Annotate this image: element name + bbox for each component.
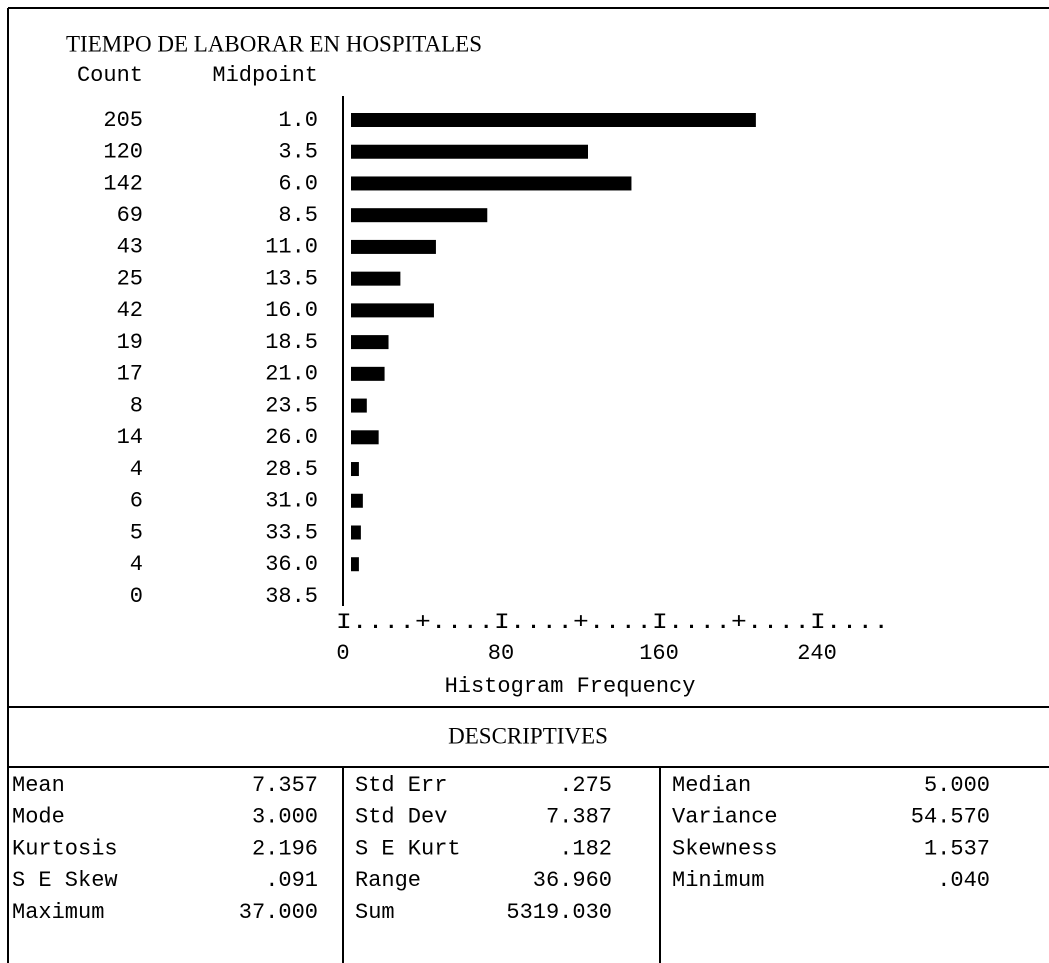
stat-name: S E Kurt xyxy=(355,836,461,861)
stat-name: Minimum xyxy=(672,868,764,893)
column-header: Midpoint xyxy=(212,63,318,88)
count-label: 120 xyxy=(103,140,143,165)
x-axis-label: Histogram Frequency xyxy=(445,674,696,699)
chart-title: TIEMPO DE LABORAR EN HOSPITALES xyxy=(66,31,482,56)
midpoint-label: 28.5 xyxy=(265,457,318,482)
bar xyxy=(351,557,359,572)
stat-value: 37.000 xyxy=(239,900,318,925)
midpoint-label: 13.5 xyxy=(265,266,318,291)
midpoint-label: 26.0 xyxy=(265,425,318,450)
stat-name: Std Dev xyxy=(355,805,447,830)
midpoint-label: 21.0 xyxy=(265,362,318,387)
stat-name: Range xyxy=(355,868,421,893)
bar xyxy=(351,525,361,540)
stat-value: .040 xyxy=(937,868,990,893)
bar xyxy=(351,208,488,223)
midpoint-label: 36.0 xyxy=(265,552,318,577)
stat-value: 54.570 xyxy=(911,805,990,830)
bar xyxy=(351,113,756,127)
stat-name: Variance xyxy=(672,805,778,830)
count-label: 19 xyxy=(117,330,143,355)
midpoint-label: 33.5 xyxy=(265,520,318,545)
midpoint-label: 6.0 xyxy=(278,171,318,196)
stat-value: 36.960 xyxy=(533,868,612,893)
stat-name: Maximum xyxy=(12,900,104,925)
count-label: 142 xyxy=(103,171,143,196)
bar xyxy=(351,398,367,413)
stat-value: 5319.030 xyxy=(506,900,612,925)
stat-name: Std Err xyxy=(355,773,447,798)
count-label: 43 xyxy=(117,235,143,260)
bar xyxy=(351,335,389,350)
stat-value: .091 xyxy=(265,868,318,893)
stat-value: 1.537 xyxy=(924,836,990,861)
bar xyxy=(351,430,379,445)
bar xyxy=(351,366,385,381)
bar xyxy=(351,493,363,508)
midpoint-label: 38.5 xyxy=(265,584,318,609)
count-label: 5 xyxy=(130,520,143,545)
count-label: 17 xyxy=(117,362,143,387)
x-tick-label: 0 xyxy=(336,641,349,666)
bar xyxy=(351,271,401,286)
count-label: 205 xyxy=(103,108,143,133)
midpoint-label: 16.0 xyxy=(265,298,318,323)
stat-name: Kurtosis xyxy=(12,836,118,861)
column-header: Count xyxy=(77,63,143,88)
count-label: 42 xyxy=(117,298,143,323)
stat-value: .182 xyxy=(559,836,612,861)
stat-name: Median xyxy=(672,773,751,798)
count-label: 0 xyxy=(130,584,143,609)
midpoint-label: 23.5 xyxy=(265,393,318,418)
count-label: 69 xyxy=(117,203,143,228)
bar xyxy=(351,462,359,477)
stat-value: 3.000 xyxy=(252,805,318,830)
stat-value: 7.387 xyxy=(546,805,612,830)
count-label: 14 xyxy=(117,425,143,450)
stat-name: Mean xyxy=(12,773,65,798)
midpoint-label: 31.0 xyxy=(265,489,318,514)
stat-name: Sum xyxy=(355,900,395,925)
bar xyxy=(351,144,588,159)
x-tick-label: 240 xyxy=(797,641,837,666)
midpoint-label: 18.5 xyxy=(265,330,318,355)
bar xyxy=(351,176,632,191)
x-tick-label: 160 xyxy=(639,641,679,666)
stat-name: Mode xyxy=(12,805,65,830)
bar xyxy=(351,239,436,254)
count-label: 6 xyxy=(130,489,143,514)
count-label: 8 xyxy=(130,393,143,418)
section-title: DESCRIPTIVES xyxy=(448,723,608,748)
stat-name: S E Skew xyxy=(12,868,118,893)
stat-value: 2.196 xyxy=(252,836,318,861)
x-tick-label: 80 xyxy=(488,641,514,666)
stat-value: 7.357 xyxy=(252,773,318,798)
count-label: 25 xyxy=(117,266,143,291)
stat-name: Skewness xyxy=(672,836,778,861)
midpoint-label: 1.0 xyxy=(278,108,318,133)
stat-value: 5.000 xyxy=(924,773,990,798)
axis-ruler: I....+....I....+....I....+....I.... xyxy=(336,610,889,635)
stat-value: .275 xyxy=(559,773,612,798)
midpoint-label: 11.0 xyxy=(265,235,318,260)
count-label: 4 xyxy=(130,457,143,482)
count-label: 4 xyxy=(130,552,143,577)
midpoint-label: 8.5 xyxy=(278,203,318,228)
bar xyxy=(351,303,434,318)
midpoint-label: 3.5 xyxy=(278,140,318,165)
